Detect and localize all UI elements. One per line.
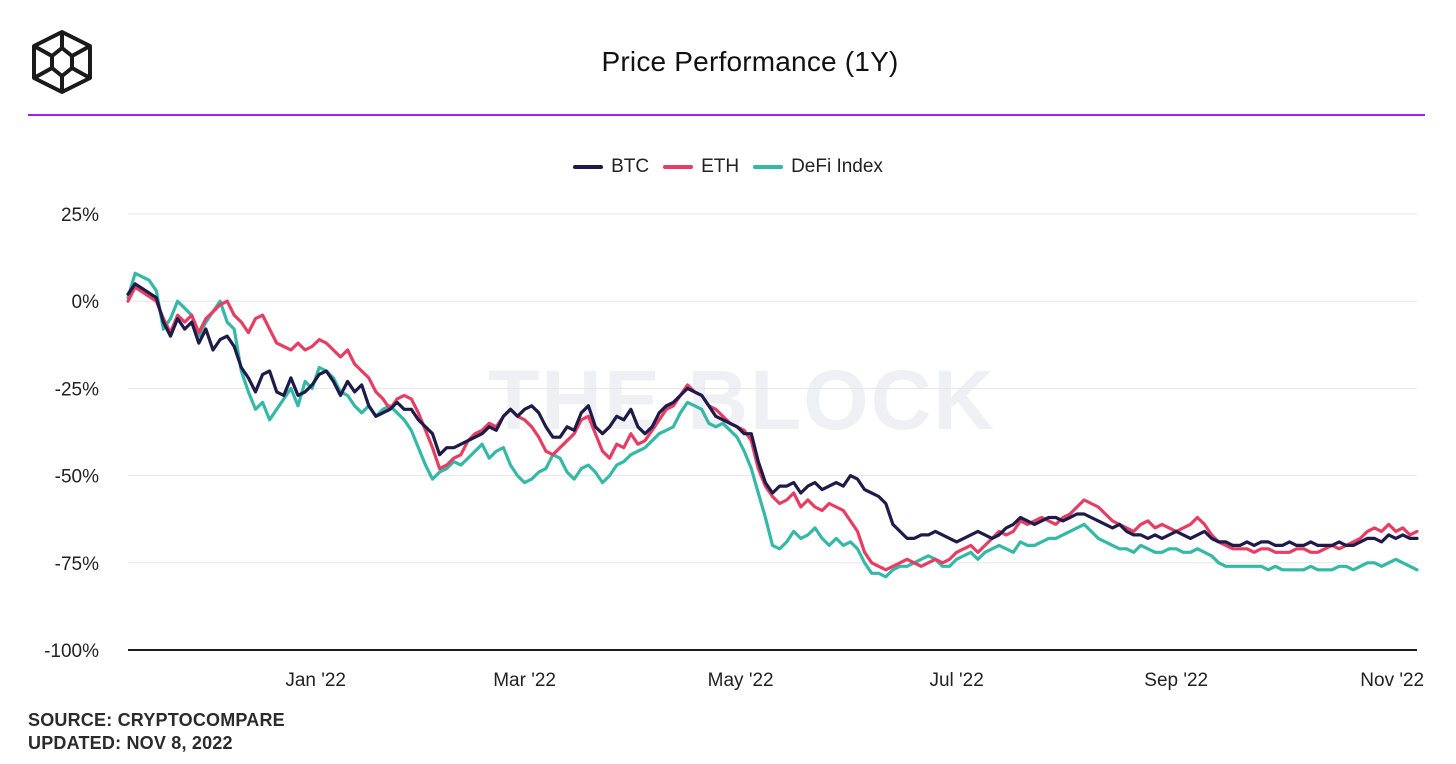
x-tick-label: Mar '22 — [493, 670, 556, 691]
updated-note: UPDATED: NOV 8, 2022 — [28, 733, 233, 753]
series-line-defi-index — [126, 271, 1419, 579]
x-tick-label: Jul '22 — [929, 670, 983, 691]
the-block-logo-icon — [32, 30, 92, 94]
legend-item-btc[interactable]: BTC — [573, 156, 649, 178]
x-tick-label: Sep '22 — [1144, 670, 1208, 691]
y-tick-label: -50% — [55, 467, 99, 488]
series-line-eth — [126, 285, 1419, 572]
x-tick-label: Nov '22 — [1360, 670, 1424, 691]
series-line-btc — [126, 282, 1419, 547]
y-tick-label: -100% — [44, 641, 99, 662]
y-tick-label: -25% — [55, 379, 99, 400]
legend-label-btc: BTC — [611, 156, 650, 177]
legend-item-eth[interactable]: ETH — [663, 156, 739, 178]
x-tick-label: Jan '22 — [285, 670, 346, 691]
legend-swatch-defi — [753, 165, 784, 169]
y-tick-label: -75% — [55, 554, 99, 575]
legend-swatch-btc — [573, 165, 604, 169]
source-note: SOURCE: CRYPTOCOMPARE — [28, 710, 285, 730]
x-tick-label: May '22 — [708, 670, 774, 691]
y-tick-label: 0% — [72, 292, 100, 313]
legend-item-defi[interactable]: DeFi Index — [753, 156, 883, 178]
legend-swatch-eth — [663, 165, 694, 169]
y-tick-label: 25% — [61, 205, 99, 226]
chart-title: Price Performance (1Y) — [601, 46, 899, 77]
chart-legend: BTC ETH DeFi Index — [0, 156, 1456, 178]
header-divider — [28, 114, 1425, 116]
legend-label-eth: ETH — [701, 156, 740, 177]
legend-label-defi: DeFi Index — [791, 156, 883, 177]
